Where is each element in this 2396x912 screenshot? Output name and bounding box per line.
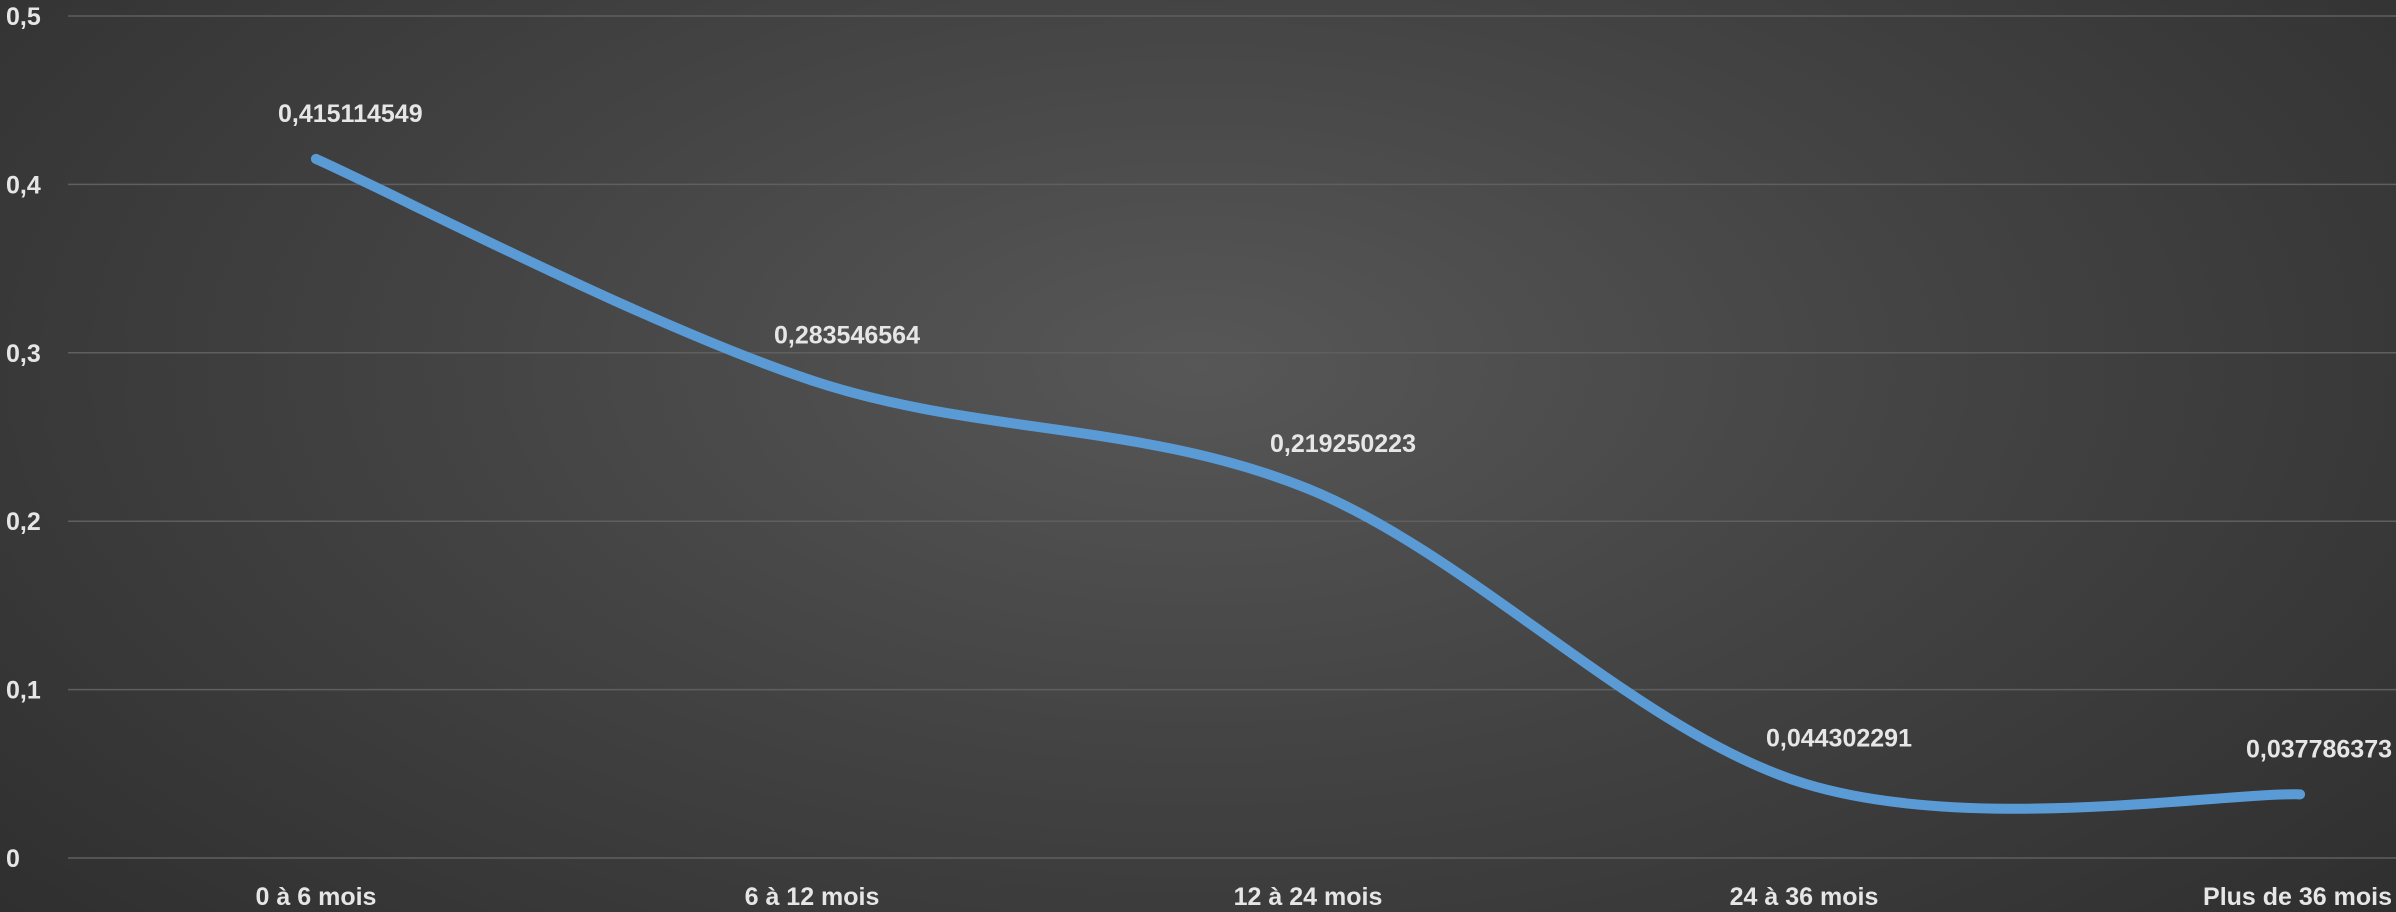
data-point [1303,483,1313,494]
data-label: 0,283546564 [774,322,920,350]
series-lines [311,153,2305,814]
data-point [311,153,321,164]
x-axis-tick-labels: 0 à 6 mois 6 à 12 mois 12 à 24 mois 24 à 36… [256,883,2392,911]
y-tick-label: 0,4 [6,171,41,199]
y-tick-label: 0,1 [6,677,41,705]
data-label: 0,044302291 [1766,724,1912,752]
x-tick-label: 24 à 36 mois [1730,883,1879,911]
y-tick-label: 0,2 [6,508,41,536]
data-label: 0,037786373 [2246,735,2392,763]
data-point [807,375,817,386]
data-label: 0,219250223 [1270,430,1416,458]
y-axis-tick-labels: 0 0,1 0,2 0,3 0,4 0,5 [6,3,41,873]
x-tick-label: 0 à 6 mois [256,883,377,911]
data-point [2295,789,2305,800]
data-label: 0,415114549 [278,100,423,128]
y-tick-label: 0,3 [6,340,41,368]
x-tick-label: Plus de 36 mois [2203,883,2392,911]
x-tick-label: 12 à 24 mois [1234,883,1383,911]
x-tick-label: 6 à 12 mois [745,883,880,911]
gridlines [68,15,2396,859]
y-tick-label: 0,5 [6,3,41,31]
data-labels: 0,415114549 0,283546564 0,219250223 0,04430… [278,100,2392,763]
data-point [1799,778,1809,789]
y-tick-label: 0 [6,845,20,873]
